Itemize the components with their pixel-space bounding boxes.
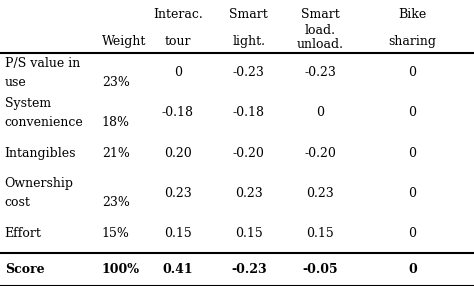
Text: 0: 0 (409, 146, 416, 160)
Text: use: use (5, 76, 27, 89)
Text: 0.23: 0.23 (306, 186, 334, 200)
Text: 0: 0 (409, 227, 416, 240)
Text: Smart: Smart (301, 8, 339, 21)
Text: 0.41: 0.41 (163, 263, 193, 276)
Text: -0.23: -0.23 (231, 263, 267, 276)
Text: Bike: Bike (398, 8, 427, 21)
Text: unload.: unload. (296, 38, 344, 51)
Text: 18%: 18% (102, 116, 130, 129)
Text: -0.20: -0.20 (304, 146, 336, 160)
Text: 0.23: 0.23 (235, 186, 263, 200)
Text: Effort: Effort (5, 227, 42, 240)
Text: 0.15: 0.15 (164, 227, 191, 240)
Text: -0.18: -0.18 (162, 106, 194, 120)
Text: Interac.: Interac. (153, 8, 202, 21)
Text: Ownership: Ownership (5, 177, 74, 190)
Text: 21%: 21% (102, 146, 130, 160)
Text: 0.20: 0.20 (164, 146, 191, 160)
Text: -0.23: -0.23 (304, 66, 336, 80)
Text: -0.23: -0.23 (233, 66, 265, 80)
Text: -0.18: -0.18 (233, 106, 265, 120)
Text: 23%: 23% (102, 76, 130, 89)
Text: Weight: Weight (102, 35, 146, 48)
Text: load.: load. (304, 23, 336, 37)
Text: P/S value in: P/S value in (5, 57, 80, 70)
Text: -0.20: -0.20 (233, 146, 265, 160)
Text: System: System (5, 97, 51, 110)
Text: 15%: 15% (102, 227, 130, 240)
Text: 0.15: 0.15 (306, 227, 334, 240)
Text: 0.23: 0.23 (164, 186, 191, 200)
Text: 0: 0 (409, 66, 416, 80)
Text: Score: Score (5, 263, 45, 276)
Text: cost: cost (5, 196, 31, 209)
Text: 0: 0 (408, 263, 417, 276)
Text: 0: 0 (316, 106, 324, 120)
Text: 0.15: 0.15 (235, 227, 263, 240)
Text: tour: tour (164, 35, 191, 48)
Text: light.: light. (232, 35, 265, 48)
Text: sharing: sharing (388, 35, 437, 48)
Text: 0: 0 (409, 186, 416, 200)
Text: 0: 0 (174, 66, 182, 80)
Text: Smart: Smart (229, 8, 268, 21)
Text: -0.05: -0.05 (302, 263, 338, 276)
Text: 23%: 23% (102, 196, 130, 209)
Text: Intangibles: Intangibles (5, 146, 76, 160)
Text: 0: 0 (409, 106, 416, 120)
Text: convenience: convenience (5, 116, 83, 129)
Text: 100%: 100% (102, 263, 140, 276)
